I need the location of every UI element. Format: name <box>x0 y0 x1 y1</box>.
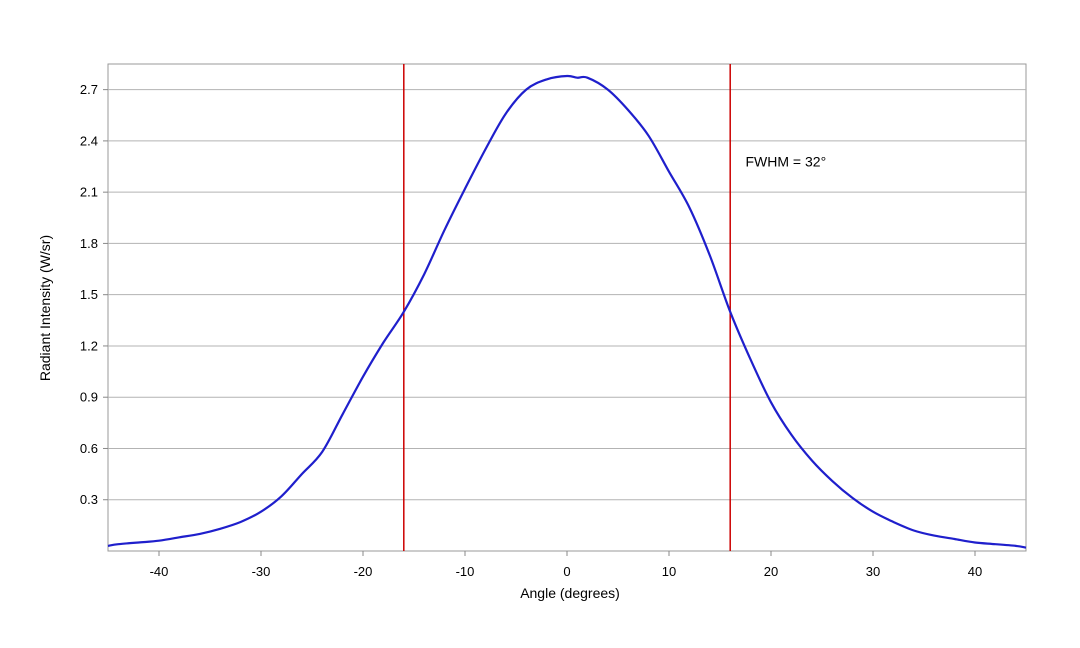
x-axis-title: Angle (degrees) <box>520 585 620 601</box>
x-tick-label: -40 <box>150 564 169 579</box>
y-tick-labels: 0.3 0.6 0.9 1.2 1.5 1.8 2.1 2.4 2.7 <box>80 82 98 507</box>
x-tick-label: 20 <box>764 564 778 579</box>
y-tick-label: 2.1 <box>80 185 98 200</box>
x-tick-label: -30 <box>252 564 271 579</box>
x-tick-label: 0 <box>563 564 570 579</box>
x-tick-labels: -40 -30 -20 -10 0 10 20 30 40 <box>150 551 982 579</box>
y-tick-label: 2.7 <box>80 82 98 97</box>
y-tick-label: 0.9 <box>80 390 98 405</box>
y-tick-label: 1.5 <box>80 287 98 302</box>
fwhm-annotation: FWHM = 32° <box>746 154 827 170</box>
series-line <box>107 74 1027 549</box>
x-tick-label: 10 <box>662 564 676 579</box>
x-tick-label: -10 <box>456 564 475 579</box>
y-tick-label: 0.6 <box>80 441 98 456</box>
x-tick-label: 40 <box>968 564 982 579</box>
fwhm-lines <box>403 64 731 551</box>
y-tick-label: 1.2 <box>80 338 98 353</box>
y-tick-label: 0.3 <box>80 492 98 507</box>
y-axis-title: Radiant Intensity (W/sr) <box>37 235 53 381</box>
x-tick-label: 30 <box>866 564 880 579</box>
grid-lines <box>103 89 1026 501</box>
plot-area <box>107 63 1027 552</box>
y-tick-label: 2.4 <box>80 133 98 148</box>
y-tick-label: 1.8 <box>80 236 98 251</box>
x-tick-label: -20 <box>354 564 373 579</box>
